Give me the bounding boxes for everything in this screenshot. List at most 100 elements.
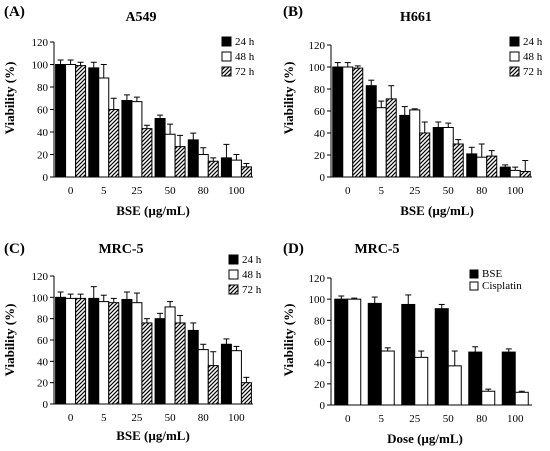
bar [154,318,166,405]
bar [65,64,77,178]
bar [197,154,209,178]
y-tick-label: 40 [37,356,49,368]
x-tick-label: 100 [228,412,245,424]
legend-swatch [221,51,232,62]
panel-b: (B) H661 Viability (%) BSE (µg/mL) 0 20 40… [281,4,543,218]
bar [141,128,153,178]
bar [409,109,421,178]
y-tick-label: 20 [314,150,326,162]
x-axis-label: BSE (µg/mL) [116,428,190,443]
legend: 24 h 48 h 72 h [509,36,543,78]
bar [207,365,219,405]
legend-swatch [228,269,239,280]
legend-swatch [221,36,232,47]
bar [187,329,199,405]
bar [385,98,397,178]
bar [230,350,242,405]
x-tick-label: 80 [198,412,210,424]
chart-title: MRC-5 [98,242,143,257]
bar [131,302,143,405]
legend-label: 24 h [523,36,543,48]
x-tick-label: 50 [443,185,455,197]
bar [230,159,242,178]
bar [75,297,87,405]
bar [519,171,531,178]
chart-title: A549 [125,10,156,25]
bar [414,356,429,406]
legend-label: BSE [482,268,502,280]
legend-label: 48 h [235,51,255,63]
bar [347,298,362,406]
plot-area: 0 20 40 60 80 100 120 0 5 25 50 80 100 [309,40,532,197]
x-tick-label: 50 [165,185,177,197]
y-tick-label: 20 [314,379,326,391]
x-tick-label: 80 [476,413,488,425]
legend-label: 72 h [235,66,255,78]
x-tick-label: 5 [379,185,385,197]
x-tick-label: 5 [101,185,107,197]
bar [174,322,186,405]
bar [380,350,395,406]
y-axis-label: Viability (%) [281,62,296,135]
y-tick-label: 60 [37,105,49,117]
bar [164,133,176,178]
bar [88,67,100,178]
bar [220,157,232,178]
bar [88,297,100,405]
chart-title: MRC-5 [354,242,399,257]
bar [468,351,483,406]
plot-area: 0 20 40 60 80 100 120 0 5 25 50 80 100 [32,271,253,424]
bar [108,109,120,178]
panel-letter: (D) [283,241,304,257]
bar [447,365,462,406]
bar [514,391,529,406]
legend-label: 24 h [242,254,262,266]
x-tick-label: 0 [345,413,351,425]
bar [352,67,364,178]
legend-swatch [228,284,239,295]
bar [476,156,488,178]
panel-letter: (C) [4,241,25,257]
y-tick-label: 80 [314,315,326,327]
bar [365,85,377,178]
y-tick-label: 80 [314,84,326,96]
y-tick-label: 60 [37,335,49,347]
bar [434,308,449,406]
panel-a: (A) A549 Viability (%) BSE (µg/mL) 0 20 40… [2,4,255,218]
x-tick-label: 100 [228,185,245,197]
y-tick-label: 80 [37,82,49,94]
bar [55,64,67,178]
legend-label: 24 h [235,36,255,48]
legend-label: 48 h [523,51,543,63]
x-tick-label: 100 [507,413,524,425]
bar [197,349,209,405]
legend-label: 72 h [523,66,543,78]
bar [187,139,199,178]
legend-label: Cisplatin [482,280,522,292]
bar [98,301,110,405]
y-tick-label: 0 [320,400,326,412]
bar [65,297,77,405]
bar [240,166,252,178]
bar [481,390,496,406]
x-axis-label: BSE (µg/mL) [116,203,190,218]
bar [367,302,382,406]
x-axis-label: Dose (µg/mL) [387,431,463,446]
legend: 24 h 48 h 72 h [221,36,255,78]
y-tick-label: 60 [314,106,326,118]
y-tick-label: 100 [309,294,326,306]
bar [164,306,176,405]
y-tick-label: 0 [320,172,326,184]
bar [499,166,511,178]
y-tick-label: 120 [309,40,326,52]
plot-area: 0 20 40 60 80 100 120 0 5 25 50 80 100 [32,37,253,197]
bar [432,127,444,178]
bar [207,160,219,178]
legend-swatch [469,281,479,291]
bar [174,146,186,178]
legend-label: 48 h [242,269,262,281]
x-tick-label: 5 [101,412,107,424]
bar [75,65,87,178]
